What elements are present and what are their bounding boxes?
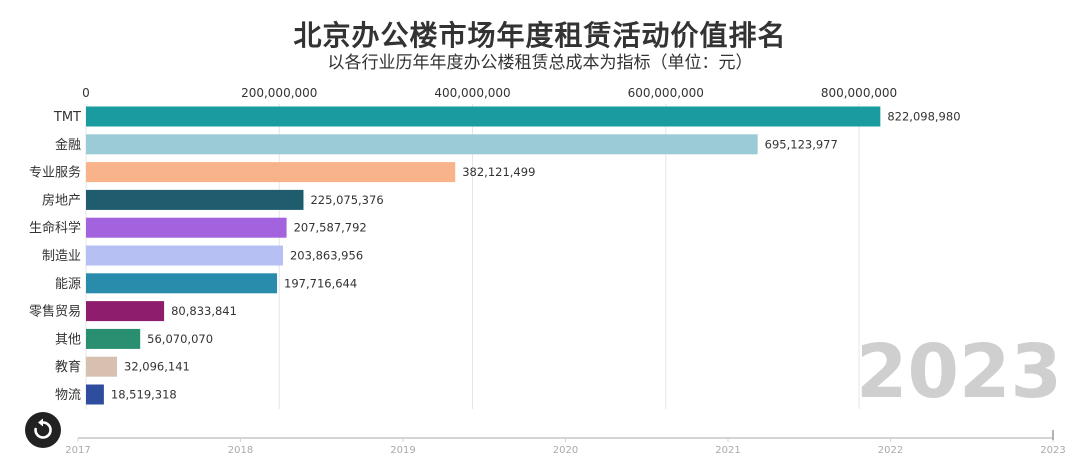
bar [86,273,278,294]
replay-button[interactable] [25,412,61,448]
value-label: 56,070,070 [147,332,213,346]
timeline-year-label: 2019 [390,445,415,456]
value-label: 695,123,977 [765,137,838,151]
year-watermark: 2023 [856,329,1062,415]
bar [86,162,456,183]
category-label: 零售贸易 [29,304,81,320]
timeline-year-label: 2020 [553,445,578,456]
timeline-year-label: 2017 [65,445,90,456]
category-label: 专业服务 [29,165,81,181]
chart-subtitle: 以各行业历年年度办公楼租赁总成本为指标（单位：元） [327,53,753,73]
value-label: 18,519,318 [111,388,177,402]
bar [86,245,283,266]
timeline-year-label: 2023 [1040,445,1065,456]
value-label: 225,075,376 [310,193,383,207]
category-label: 物流 [55,388,81,403]
bar [86,356,118,377]
bar [86,106,881,127]
timeline-year-label: 2018 [228,445,253,456]
value-label: 32,096,141 [124,360,190,374]
category-label: 能源 [55,277,81,292]
timeline-year-label: 2022 [878,445,903,456]
x-axis: 0 200,000,000 400,000,000 600,000,000 800,00… [82,86,897,100]
bar [86,217,287,238]
chart-title: 北京办公楼市场年度租赁活动价值排名 [293,19,787,52]
x-tick-label: 600,000,000 [628,86,704,100]
value-label: 207,587,792 [294,221,367,235]
category-label: TMT [53,110,81,125]
bar [86,384,104,405]
x-tick-label: 200,000,000 [241,86,317,100]
bar [86,134,758,155]
category-label: 其他 [55,332,81,347]
value-label: 822,098,980 [887,110,960,124]
category-label: 金融 [55,137,81,153]
timeline-year-label: 2021 [715,445,740,456]
value-label: 197,716,644 [284,276,357,290]
replay-icon [34,418,52,439]
bar [86,328,141,349]
x-tick-label: 800,000,000 [821,86,897,100]
timeline[interactable]: 2017 2018 2019 2020 2021 2022 2023 [65,430,1066,456]
bars: TMT 822,098,980 金融 695,123,977 专业服务 382,121,4… [29,106,961,405]
x-tick-label: 0 [82,86,90,100]
bar [86,301,165,322]
x-tick-label: 400,000,000 [434,86,510,100]
category-label: 制造业 [42,249,81,264]
value-label: 382,121,499 [462,165,535,179]
value-label: 203,863,956 [290,249,363,263]
category-label: 教育 [55,359,81,375]
category-label: 房地产 [42,192,81,208]
year-watermark-layer: 2023 [856,329,1062,415]
category-label: 生命科学 [29,220,81,236]
bar [86,189,304,210]
value-label: 80,833,841 [171,304,237,318]
